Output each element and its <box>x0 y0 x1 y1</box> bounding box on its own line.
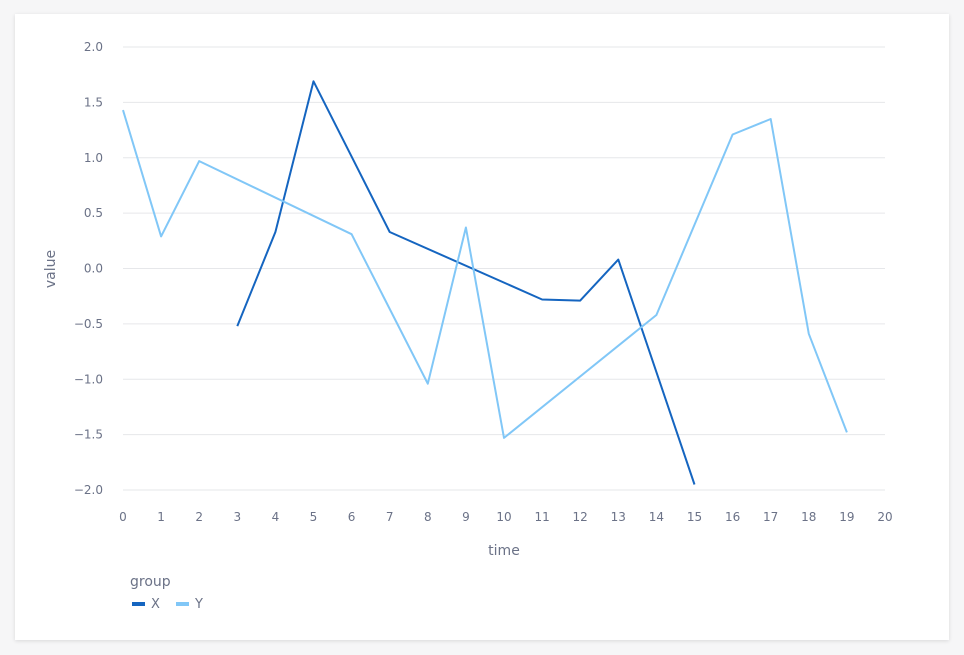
gridlines <box>123 46 885 491</box>
x-tick-label: 16 <box>725 510 740 524</box>
x-tick-label: 6 <box>348 510 356 524</box>
y-tick-label: −1.0 <box>74 372 103 386</box>
x-axis-ticks: 0 1 2 3 4 5 6 7 8 9 10 11 12 13 14 15 16 17 18 19 20 <box>119 510 892 524</box>
y-axis-ticks: 2.0 1.5 1.0 0.5 0.0 −0.5 −1.0 −1.5 −2.0 <box>74 40 103 497</box>
y-tick-label: −0.5 <box>74 317 103 331</box>
y-tick-label: 0.0 <box>84 262 103 276</box>
legend-label: Y <box>194 597 203 612</box>
x-tick-label: 0 <box>119 510 127 524</box>
y-tick-label: 2.0 <box>84 40 103 54</box>
x-tick-label: 7 <box>386 510 394 524</box>
x-tick-label: 4 <box>272 510 280 524</box>
x-tick-label: 18 <box>801 510 816 524</box>
x-tick-label: 14 <box>649 510 664 524</box>
y-tick-label: 0.5 <box>84 206 103 220</box>
legend-swatch <box>132 602 145 606</box>
x-tick-label: 12 <box>573 510 588 524</box>
chart-card <box>15 14 949 640</box>
x-tick-label: 17 <box>763 510 778 524</box>
series-lines <box>122 80 848 485</box>
legend-label: X <box>151 597 160 612</box>
series-line-y <box>122 109 848 439</box>
x-tick-label: 3 <box>233 510 241 524</box>
x-tick-label: 9 <box>462 510 470 524</box>
y-tick-label: −1.5 <box>74 428 103 442</box>
x-tick-label: 11 <box>534 510 549 524</box>
y-tick-label: 1.0 <box>84 151 103 165</box>
x-tick-label: 10 <box>496 510 511 524</box>
series-line-x <box>236 80 696 485</box>
x-tick-label: 8 <box>424 510 432 524</box>
x-tick-label: 2 <box>195 510 203 524</box>
x-tick-label: 19 <box>839 510 854 524</box>
x-tick-label: 1 <box>157 510 165 524</box>
x-tick-label: 15 <box>687 510 702 524</box>
x-tick-label: 20 <box>877 510 892 524</box>
legend-swatch <box>176 602 189 606</box>
y-axis-title: value <box>43 250 59 288</box>
x-tick-label: 5 <box>310 510 318 524</box>
x-tick-label: 13 <box>611 510 626 524</box>
y-tick-label: −2.0 <box>74 483 103 497</box>
y-tick-label: 1.5 <box>84 95 103 109</box>
legend-title: group <box>130 574 171 590</box>
x-axis-title: time <box>488 543 520 559</box>
